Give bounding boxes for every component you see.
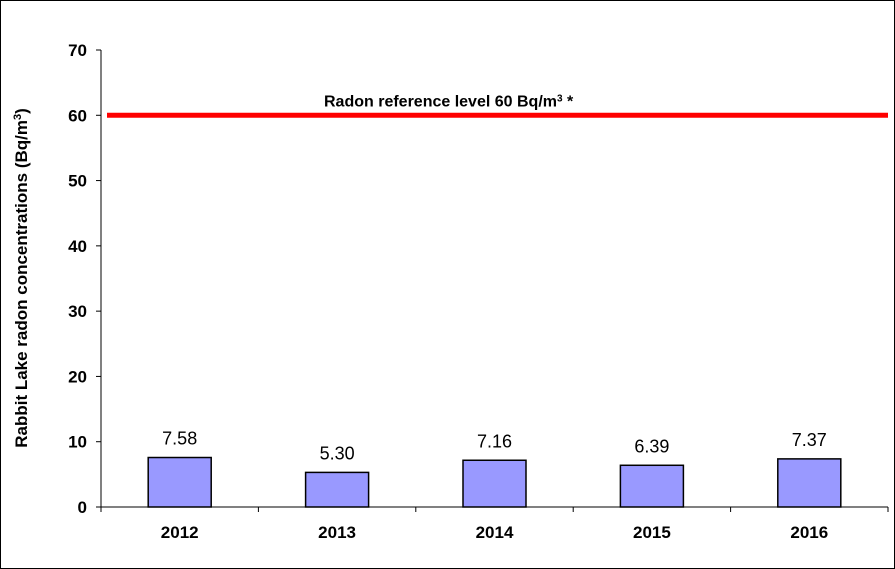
y-tick-label-40: 40	[68, 237, 87, 256]
x-tick-label-2016: 2016	[790, 523, 828, 542]
bar-2012	[147, 456, 212, 508]
y-tick-label-50: 50	[68, 172, 87, 191]
bar-2013	[304, 471, 370, 508]
y-tick-label-70: 70	[68, 41, 87, 60]
data-label-2013: 5.30	[320, 443, 355, 463]
svg-text:Rabbit Lake radon concentratio: Rabbit Lake radon concentrations (Bq/m3)	[12, 108, 31, 448]
data-label-2015: 6.39	[634, 436, 669, 456]
reference-line-label: Radon reference level 60 Bq/m3 *	[324, 93, 574, 111]
x-tick-label-2012: 2012	[161, 523, 199, 542]
x-tick-label-2013: 2013	[318, 523, 356, 542]
y-tick-label-10: 10	[68, 433, 87, 452]
y-axis-title-sup: 3	[12, 114, 24, 120]
x-tick-label-2015: 2015	[633, 523, 671, 542]
x-tick-label-2014: 2014	[476, 523, 514, 542]
bar-2014	[462, 459, 527, 508]
data-label-2012: 7.58	[162, 429, 197, 449]
y-axis-title: Rabbit Lake radon concentrations (Bq/m3)	[12, 108, 31, 448]
bar-2015	[619, 464, 685, 508]
y-tick-label-20: 20	[68, 367, 87, 386]
bar-2016	[777, 458, 842, 508]
y-axis-title-main: Rabbit Lake radon concentrations (Bq/m	[12, 120, 31, 448]
y-tick-label-60: 60	[68, 106, 87, 125]
y-tick-label-0: 0	[78, 498, 87, 517]
y-axis-title-close: )	[12, 108, 31, 114]
data-label-2016: 7.37	[792, 430, 827, 450]
data-label-2014: 7.16	[477, 431, 512, 451]
y-tick-label-30: 30	[68, 302, 87, 321]
